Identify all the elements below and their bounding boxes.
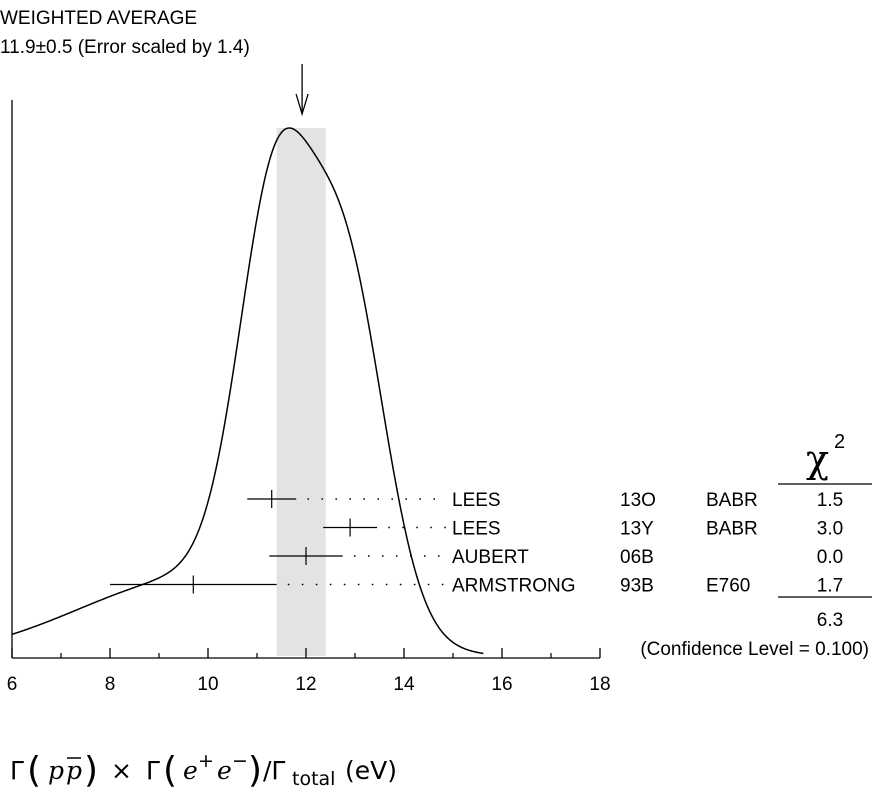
measurement-experiment: BABR	[706, 519, 758, 540]
leader-dot	[307, 498, 310, 500]
x-tick-label: 18	[589, 674, 610, 695]
measurement-ref: 13Y	[620, 519, 654, 540]
leader-dot	[287, 583, 290, 586]
x-tick-label: 14	[393, 674, 415, 695]
chi2-exponent: 2	[834, 431, 845, 453]
leader-dot	[363, 498, 366, 500]
leader-dot	[444, 526, 446, 529]
leader-dot	[388, 526, 390, 529]
leader-dot	[423, 555, 426, 557]
chi2-total: 6.3	[817, 610, 843, 631]
leader-dot	[430, 526, 432, 529]
leader-dot	[427, 583, 430, 586]
leader-dot	[349, 498, 352, 500]
xlabel-paren-open-1: (	[27, 750, 41, 791]
x-axis-ticks: 6 8 10 12 14 16 18	[7, 648, 611, 695]
leader-dot	[329, 583, 332, 586]
leader-dot	[353, 555, 356, 557]
x-tick-label: 8	[105, 674, 116, 695]
leader-dot	[409, 555, 412, 557]
header-subtitle: 11.9±0.5 (Error scaled by 1.4)	[0, 37, 250, 58]
x-tick-label: 16	[491, 674, 512, 695]
weighted-average-arrowhead	[295, 93, 309, 117]
leader-dot	[419, 498, 422, 500]
measurement-chi2: 3.0	[817, 519, 843, 540]
xlabel-total-sub: total	[292, 768, 335, 790]
leader-dot	[441, 583, 444, 586]
x-axis-label: Γ ( p p ) × Γ ( e + e − ) /Γ total (eV)	[10, 750, 397, 791]
xlabel-pbar: p	[66, 756, 82, 785]
leader-dot	[321, 498, 324, 500]
leader-dot	[343, 583, 346, 586]
leader-dot	[413, 583, 416, 586]
leader-dot	[357, 583, 360, 586]
ideogram-curve	[11, 127, 484, 655]
measurement-ref: 13O	[620, 490, 656, 511]
xlabel-gamma-1: Γ	[10, 756, 24, 785]
leader-dot	[405, 498, 408, 500]
header-title: WEIGHTED AVERAGE	[0, 8, 197, 29]
xlabel-plus-sup: +	[198, 750, 214, 772]
xlabel-paren-open-2: (	[163, 750, 177, 791]
leader-dot	[377, 498, 380, 500]
leader-dot	[433, 498, 436, 500]
measurement-author: LEES	[452, 490, 501, 511]
confidence-level: (Confidence Level = 0.100)	[640, 639, 869, 660]
xlabel-times: ×	[111, 756, 132, 785]
xlabel-p: p	[48, 756, 64, 785]
measurement-chi2: 1.5	[817, 490, 843, 511]
leader-dot	[437, 555, 440, 557]
x-tick-label: 6	[7, 674, 18, 695]
xlabel-gamma-2: Γ	[146, 756, 160, 785]
measurement-chi2: 1.7	[817, 576, 843, 597]
leader-dot	[371, 583, 374, 586]
leader-dot	[315, 583, 318, 586]
measurement-experiment: E760	[706, 576, 750, 597]
measurement-chi2: 0.0	[817, 547, 843, 568]
measurement-errorbars	[110, 490, 446, 594]
x-tick-label: 10	[197, 674, 218, 695]
xlabel-e-plus: e	[183, 756, 198, 785]
chi2-symbol: χ	[806, 437, 829, 481]
measurement-author: AUBERT	[452, 547, 529, 568]
measurement-ref: 93B	[620, 576, 654, 597]
leader-dot	[335, 498, 338, 500]
leader-dot	[381, 555, 384, 557]
leader-dot	[391, 498, 394, 500]
leader-dot	[367, 555, 370, 557]
leader-dot	[399, 583, 402, 586]
leader-dot	[395, 555, 398, 557]
xlabel-minus-sup: −	[232, 750, 248, 772]
leader-dot	[402, 526, 404, 529]
x-tick-label: 12	[295, 674, 316, 695]
measurement-author: LEES	[452, 519, 501, 540]
xlabel-paren-close-1: )	[84, 750, 98, 791]
measurement-ref: 06B	[620, 547, 654, 568]
weighted-average-band	[276, 128, 326, 656]
xlabel-e-minus: e	[217, 756, 232, 785]
xlabel-slash-gamma: /Γ	[263, 756, 285, 785]
leader-dot	[301, 583, 304, 586]
measurement-author: ARMSTRONG	[452, 576, 576, 597]
leader-dot	[416, 526, 418, 529]
measurement-experiment: BABR	[706, 490, 758, 511]
xlabel-paren-close-2: )	[248, 750, 262, 791]
measurement-labels: LEES 13O BABR 1.5 LEES 13Y BABR 3.0 AUBERT 06B 0.0…	[452, 490, 843, 597]
leader-dot	[385, 583, 388, 586]
xlabel-unit: (eV)	[345, 756, 397, 785]
